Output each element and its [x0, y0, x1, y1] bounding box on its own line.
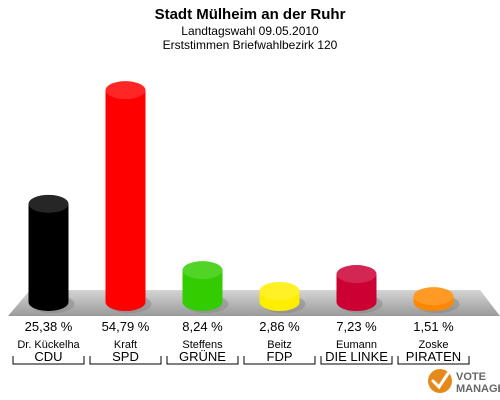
party-label: FDP: [267, 349, 293, 364]
value-label: 54,79 %: [102, 319, 150, 334]
value-label: 8,24 %: [182, 319, 223, 334]
chart-title: Stadt Mülheim an der Ruhr: [155, 6, 346, 23]
category-bracket: [243, 356, 316, 365]
party-label: CDU: [34, 349, 62, 364]
candidate-label: Beitz: [267, 339, 291, 351]
candidate-label: Dr. Kückelha: [17, 339, 80, 351]
category-bracket: [89, 356, 162, 365]
bar-piraten: [413, 287, 460, 313]
value-label: 1,51 %: [413, 319, 454, 334]
category-bracket: [12, 356, 85, 365]
category-bracket: [166, 356, 239, 365]
value-label: 25,38 %: [25, 319, 73, 334]
bar-spd: [105, 81, 152, 313]
value-label: 7,23 %: [336, 319, 377, 334]
candidate-label: Zoske: [419, 339, 449, 351]
bar-die-linke: [336, 265, 383, 313]
bar-fdp: [259, 281, 306, 313]
chart-subtitle: Landtagswahl 09.05.2010: [181, 24, 319, 38]
party-label: DIE LINKE: [325, 349, 388, 364]
category-bracket: [320, 356, 393, 365]
vote-manager-logo: VOTE MANAGER: [428, 369, 500, 395]
candidate-label: Kraft: [114, 339, 137, 351]
logo-checkmark-icon: [428, 369, 452, 393]
logo-text-vote: VOTE: [456, 371, 486, 383]
party-label: SPD: [112, 349, 139, 364]
logo-text-manager: MANAGER: [456, 383, 500, 395]
chart-subtitle-district: Erststimmen Briefwahlbezirk 120: [163, 38, 338, 52]
candidate-label: Eumann: [336, 339, 377, 351]
bars-group: [28, 81, 460, 313]
category-bracket: [397, 356, 470, 365]
party-label: PIRATEN: [406, 349, 461, 364]
bar-cdu: [28, 194, 75, 313]
party-label: GRÜNE: [179, 349, 226, 364]
candidate-label: Steffens: [182, 339, 223, 351]
value-label: 2,86 %: [259, 319, 300, 334]
bar-gr-ne: [182, 261, 229, 313]
